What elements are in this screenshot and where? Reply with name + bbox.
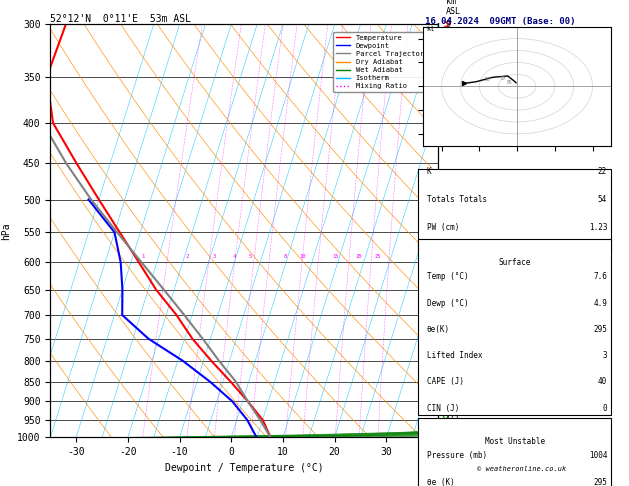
- Text: 295: 295: [593, 325, 607, 334]
- Text: 85: 85: [506, 80, 512, 85]
- Text: 22: 22: [598, 167, 607, 175]
- Text: 25: 25: [375, 254, 381, 259]
- Text: PW (cm): PW (cm): [426, 223, 459, 232]
- Text: 15: 15: [332, 254, 338, 259]
- Y-axis label: hPa: hPa: [1, 222, 11, 240]
- Text: 1004: 1004: [589, 451, 607, 460]
- Text: 8: 8: [284, 254, 287, 259]
- Text: 4: 4: [446, 311, 451, 319]
- Text: 52°12'N  0°11'E  53m ASL: 52°12'N 0°11'E 53m ASL: [50, 14, 191, 23]
- X-axis label: Dewpoint / Temperature (°C): Dewpoint / Temperature (°C): [165, 463, 323, 473]
- Text: 40: 40: [598, 377, 607, 386]
- Text: 2: 2: [446, 377, 451, 386]
- Text: θe(K): θe(K): [426, 325, 450, 334]
- Text: 50: 50: [485, 77, 491, 82]
- Text: Dewp (°C): Dewp (°C): [426, 299, 468, 308]
- Text: 7: 7: [446, 119, 451, 127]
- Text: 4: 4: [233, 254, 236, 259]
- Text: K: K: [426, 167, 431, 175]
- Text: Most Unstable: Most Unstable: [485, 436, 545, 446]
- Text: 2: 2: [186, 254, 189, 259]
- Text: km
ASL: km ASL: [446, 0, 461, 16]
- Text: 3: 3: [603, 351, 607, 360]
- Text: 0: 0: [603, 403, 607, 413]
- Text: 1: 1: [141, 254, 144, 259]
- Text: 3: 3: [213, 254, 216, 259]
- Text: Mixing Ratio (g/kg): Mixing Ratio (g/kg): [469, 183, 478, 278]
- Text: © weatheronline.co.uk: © weatheronline.co.uk: [477, 466, 567, 472]
- FancyBboxPatch shape: [418, 418, 611, 486]
- Text: 5: 5: [249, 254, 252, 259]
- Text: 4.9: 4.9: [593, 299, 607, 308]
- Text: 10: 10: [299, 254, 306, 259]
- Text: 20: 20: [356, 254, 362, 259]
- Text: 70: 70: [500, 75, 506, 81]
- Text: 5: 5: [446, 258, 451, 267]
- FancyBboxPatch shape: [418, 240, 611, 415]
- Text: Pressure (mb): Pressure (mb): [426, 451, 487, 460]
- Text: CIN (J): CIN (J): [426, 403, 459, 413]
- Text: 1.23: 1.23: [589, 223, 607, 232]
- Legend: Temperature, Dewpoint, Parcel Trajectory, Dry Adiabat, Wet Adiabat, Isotherm, Mi: Temperature, Dewpoint, Parcel Trajectory…: [333, 32, 431, 92]
- Text: 16.04.2024  09GMT (Base: 00): 16.04.2024 09GMT (Base: 00): [425, 17, 575, 26]
- Text: Totals Totals: Totals Totals: [426, 195, 487, 204]
- Text: 1: 1: [446, 397, 451, 406]
- Text: CAPE (J): CAPE (J): [426, 377, 464, 386]
- Text: 54: 54: [598, 195, 607, 204]
- Text: θe (K): θe (K): [426, 478, 454, 486]
- Text: kt: kt: [426, 27, 435, 33]
- FancyBboxPatch shape: [418, 169, 611, 253]
- Text: 295: 295: [593, 478, 607, 486]
- Text: Surface: Surface: [499, 258, 531, 266]
- Text: LCL: LCL: [446, 416, 461, 424]
- Text: 3: 3: [446, 356, 451, 365]
- Text: 6: 6: [446, 195, 451, 204]
- Text: Lifted Index: Lifted Index: [426, 351, 482, 360]
- Text: 7.6: 7.6: [593, 273, 607, 281]
- Text: Temp (°C): Temp (°C): [426, 273, 468, 281]
- Text: 9: 9: [446, 20, 451, 29]
